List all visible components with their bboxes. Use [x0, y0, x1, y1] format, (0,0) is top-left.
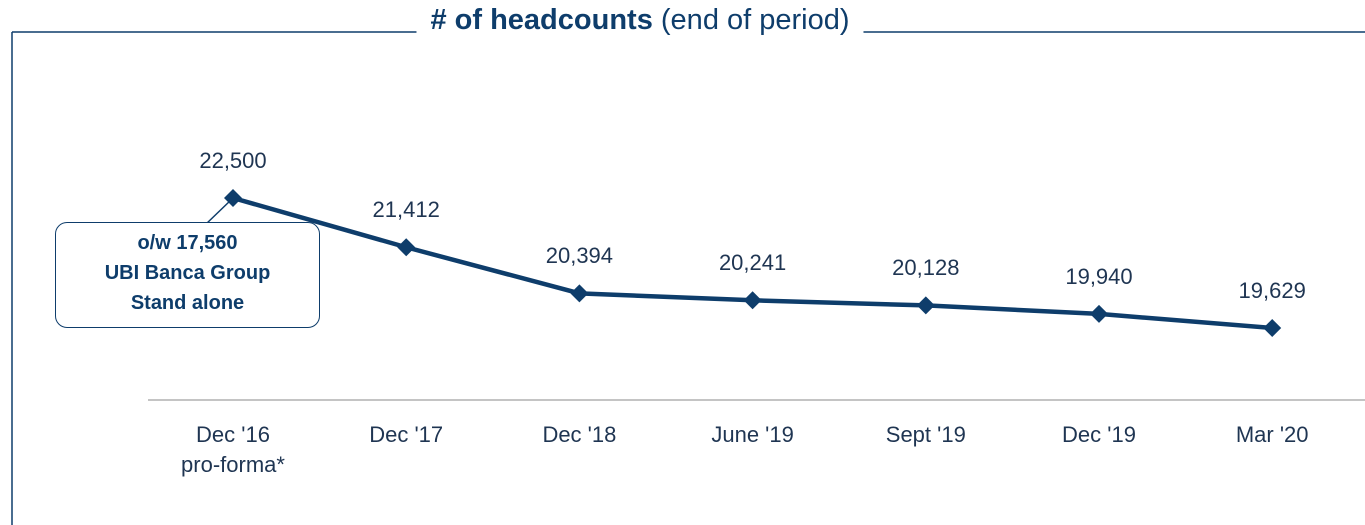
marker: [397, 238, 416, 257]
title: # of headcounts: [430, 4, 653, 36]
x-tick-label: Sept '19: [885, 422, 966, 447]
x-tick-label: Dec '18: [542, 422, 617, 447]
annotation-connector: [204, 198, 233, 226]
value-label: 19,940: [1065, 263, 1133, 289]
value-label: 20,241: [718, 250, 787, 276]
marker: [743, 291, 762, 310]
chart-title: # of headcounts (end of period): [416, 4, 864, 37]
marker: [570, 284, 589, 303]
value-label: 20,394: [545, 243, 614, 269]
value-label: 20,128: [892, 255, 960, 281]
subtitle: (end of period): [660, 4, 850, 36]
value-label: 21,412: [372, 197, 440, 223]
marker: [916, 296, 935, 315]
x-tick-label: June '19: [711, 422, 794, 447]
marker: [1263, 319, 1282, 337]
marker: [224, 189, 242, 207]
annotation: o/w 17,560 UBI Banca Group Stand alone: [55, 222, 320, 328]
x-tick-label: Dec '19: [1062, 422, 1136, 447]
x-tick-label: Mar '20: [1235, 422, 1309, 447]
marker: [1090, 304, 1108, 323]
x-tick-label: Dec '17: [369, 422, 444, 447]
value-label: 22,500: [199, 148, 267, 173]
x-tick-label: Dec '16 pro-forma*: [181, 422, 285, 477]
value-label: 19,629: [1238, 278, 1306, 303]
